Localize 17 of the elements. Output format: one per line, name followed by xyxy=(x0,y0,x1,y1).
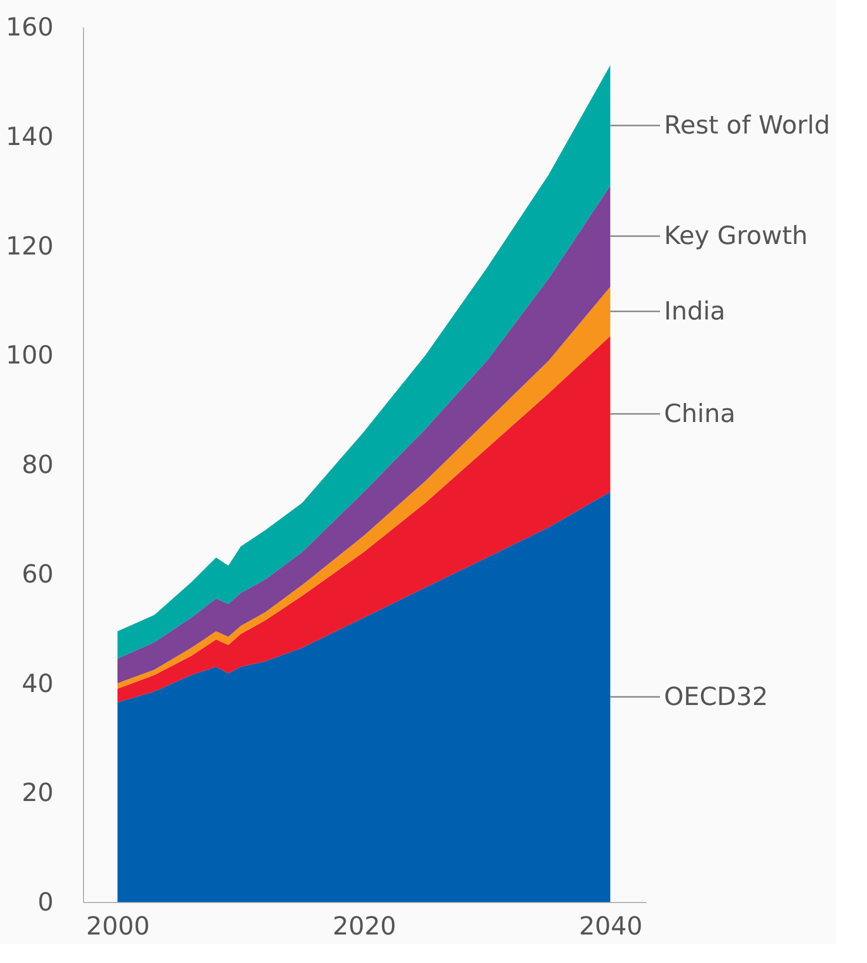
y-tick-label: 80 xyxy=(22,450,54,479)
y-tick-label: 100 xyxy=(6,340,54,370)
y-tick-label: 120 xyxy=(6,231,54,260)
y-tick-label: 20 xyxy=(22,778,54,808)
y-tick-label: 40 xyxy=(22,668,54,698)
x-tick-label: 2020 xyxy=(332,912,396,940)
y-tick-label: 140 xyxy=(6,122,54,151)
y-tick-label: 0 xyxy=(38,888,54,916)
text: China xyxy=(664,398,736,428)
y-tick-label: 60 xyxy=(22,559,54,588)
y-tick-label: 160 xyxy=(6,12,54,42)
text: Key Growth xyxy=(664,221,808,250)
text: India xyxy=(664,296,726,326)
x-tick-label: 2000 xyxy=(86,912,150,940)
text: OECD32 xyxy=(664,682,768,711)
text: Rest of World xyxy=(664,110,830,140)
x-tick-label: 2040 xyxy=(578,912,643,940)
